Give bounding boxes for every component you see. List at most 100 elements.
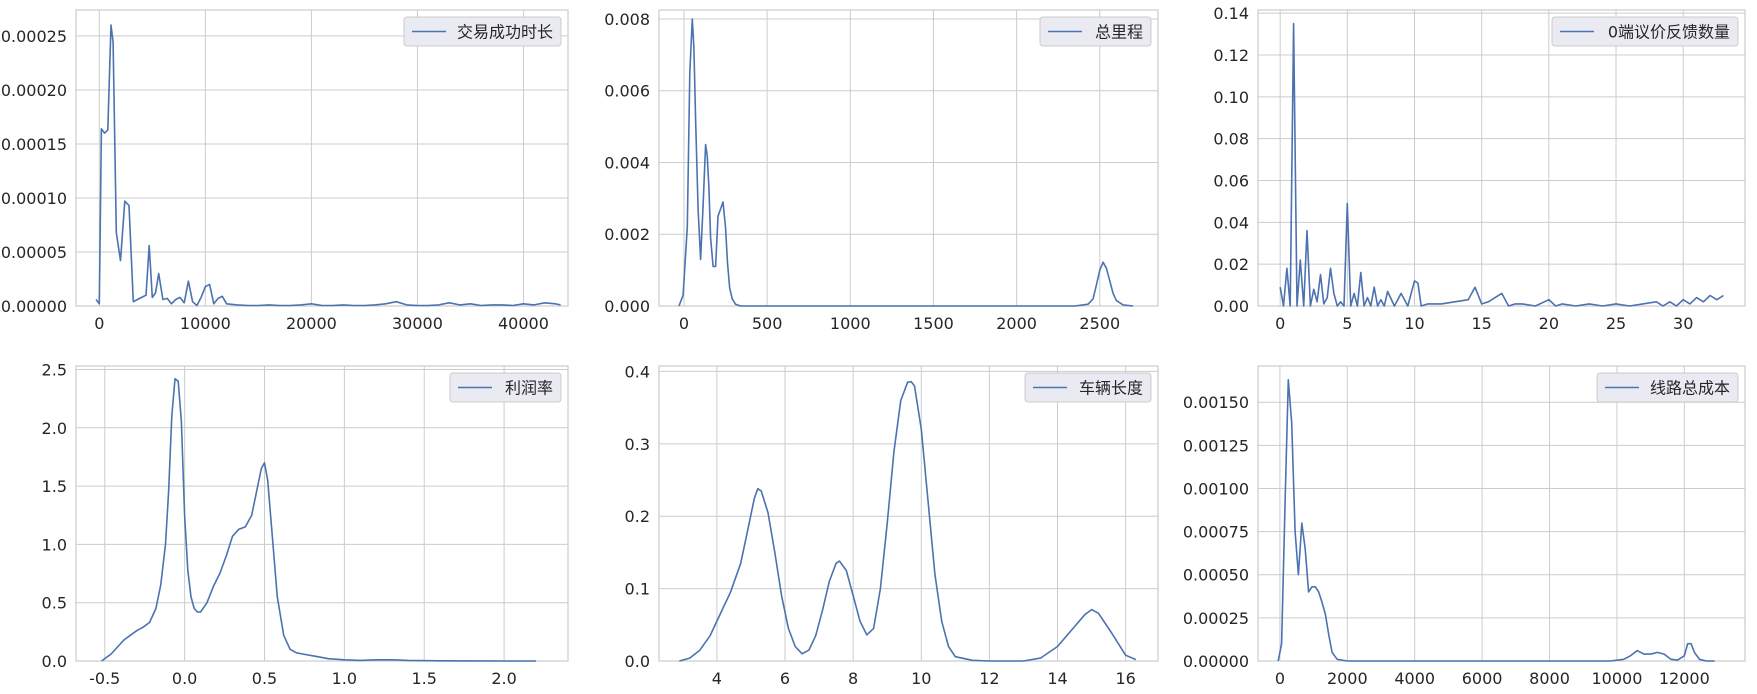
plot-frame — [658, 365, 1159, 662]
y-tick-label: 0.3 — [625, 435, 650, 454]
x-tick-label: 2000 — [1327, 669, 1368, 688]
y-tick-label: 0.0 — [42, 652, 67, 671]
subplot-4: -0.5 0.0 0.5 1.0 1.5 2.0 0.0 0.5 1.0 1.5 2.0 2.5 利润率 — [42, 360, 569, 688]
subplot-3: 0 5 10 15 20 25 30 0.00 0.02 0.04 0.06 0.08 0.10 0.12… — [1213, 4, 1746, 333]
y-tick-label: 0.004 — [604, 153, 650, 172]
y-tick-label: 0.12 — [1213, 46, 1249, 65]
x-tick-label: 25 — [1606, 314, 1626, 333]
x-tick-label: 20 — [1539, 314, 1559, 333]
x-tick-label: 4 — [712, 669, 722, 688]
x-tick-label: 6 — [780, 669, 790, 688]
y-tick-label: 0.008 — [604, 10, 650, 29]
plot-area — [1258, 366, 1745, 661]
x-tick-label: 4000 — [1394, 669, 1435, 688]
subplot-1: 0 10000 20000 30000 40000 0.00000 0.00005 0.000… — [1, 9, 569, 333]
kde-line — [679, 380, 1137, 662]
y-tick-label: 0.5 — [42, 594, 67, 613]
x-tick-label: 0.0 — [172, 669, 197, 688]
plot-frame — [1257, 9, 1746, 307]
y-tick-label: 0.00100 — [1183, 479, 1249, 498]
kde-line — [101, 377, 537, 662]
x-tick-label: 0 — [94, 314, 104, 333]
x-tick-label: 1.0 — [332, 669, 357, 688]
y-tick-label: 0.0 — [625, 652, 650, 671]
x-tick-label: 6000 — [1462, 669, 1503, 688]
legend-box — [1039, 16, 1152, 47]
y-tick-label: 0.4 — [625, 362, 650, 381]
y-tick-label: 0.002 — [604, 225, 650, 244]
x-tick-label: 16 — [1115, 669, 1135, 688]
legend-label: 交易成功时长 — [457, 23, 553, 42]
y-tick-label: 0.00050 — [1183, 566, 1249, 585]
y-tick-label: 1.0 — [42, 535, 67, 554]
plot-area — [1258, 10, 1745, 306]
x-tick-label: 2000 — [996, 314, 1037, 333]
x-tick-label: 10000 — [1591, 669, 1642, 688]
x-tick-label: 30 — [1673, 314, 1693, 333]
y-tick-label: 0.00075 — [1183, 523, 1249, 542]
y-tick-label: 0.00000 — [1183, 652, 1249, 671]
x-tick-label: 0.5 — [252, 669, 277, 688]
x-tick-label: -0.5 — [89, 669, 120, 688]
y-tick-label: 0.04 — [1213, 213, 1249, 232]
x-tick-label: 8 — [848, 669, 858, 688]
kde-line — [1277, 378, 1715, 662]
y-tick-label: 0.00025 — [1183, 609, 1249, 628]
subplot-5: 4 6 8 10 12 14 16 0.0 0.1 0.2 0.3 0.4 车辆长度 — [625, 362, 1159, 688]
kde-line — [678, 18, 1134, 307]
x-tick-label: 40000 — [498, 314, 549, 333]
plot-area — [659, 366, 1158, 661]
y-tick-label: 0.000 — [604, 297, 650, 316]
y-tick-label: 0.2 — [625, 507, 650, 526]
y-tick-label: 0.02 — [1213, 255, 1249, 274]
x-tick-label: 14 — [1047, 669, 1067, 688]
x-tick-label: 500 — [752, 314, 783, 333]
x-tick-label: 1.5 — [412, 669, 437, 688]
kde-line — [95, 24, 561, 307]
y-tick-label: 0.1 — [625, 580, 650, 599]
x-tick-label: 2.0 — [491, 669, 516, 688]
y-tick-label: 0.00025 — [1, 27, 67, 46]
y-tick-label: 0.00 — [1213, 297, 1249, 316]
legend-box — [449, 372, 562, 403]
legend-label: 车辆长度 — [1079, 379, 1143, 398]
x-tick-label: 1500 — [913, 314, 954, 333]
y-tick-label: 0.00020 — [1, 81, 67, 100]
y-tick-label: 0.06 — [1213, 171, 1249, 190]
y-tick-label: 0.006 — [604, 82, 650, 101]
x-tick-label: 10000 — [180, 314, 231, 333]
y-tick-label: 2.0 — [42, 419, 67, 438]
x-tick-label: 20000 — [286, 314, 337, 333]
plot-area — [76, 366, 568, 661]
legend-label: 利润率 — [505, 379, 553, 398]
plot-area — [659, 10, 1158, 306]
y-tick-label: 0.10 — [1213, 88, 1249, 107]
legend-box — [1596, 372, 1739, 403]
y-tick-label: 0.00010 — [1, 189, 67, 208]
legend-box — [1024, 372, 1152, 403]
y-tick-label: 1.5 — [42, 477, 67, 496]
kde-line — [1279, 22, 1724, 307]
y-tick-label: 0.00005 — [1, 243, 67, 262]
legend-box — [403, 16, 562, 47]
legend-box — [1551, 16, 1739, 47]
x-tick-label: 1000 — [830, 314, 871, 333]
plot-frame — [75, 365, 569, 662]
x-tick-label: 30000 — [392, 314, 443, 333]
x-tick-label: 15 — [1472, 314, 1492, 333]
legend-label: 线路总成本 — [1650, 379, 1730, 398]
x-tick-label: 12000 — [1659, 669, 1710, 688]
x-tick-label: 10 — [1404, 314, 1424, 333]
x-tick-label: 0 — [679, 314, 689, 333]
y-tick-label: 2.5 — [42, 360, 67, 379]
y-tick-label: 0.08 — [1213, 130, 1249, 149]
y-tick-label: 0.00150 — [1183, 393, 1249, 412]
x-tick-label: 0 — [1275, 314, 1285, 333]
y-tick-label: 0.00015 — [1, 135, 67, 154]
y-tick-label: 0.14 — [1213, 4, 1249, 23]
legend-label: 0端议价反馈数量 — [1608, 23, 1730, 42]
x-tick-label: 10 — [911, 669, 931, 688]
x-tick-label: 0 — [1275, 669, 1285, 688]
x-tick-label: 8000 — [1529, 669, 1570, 688]
